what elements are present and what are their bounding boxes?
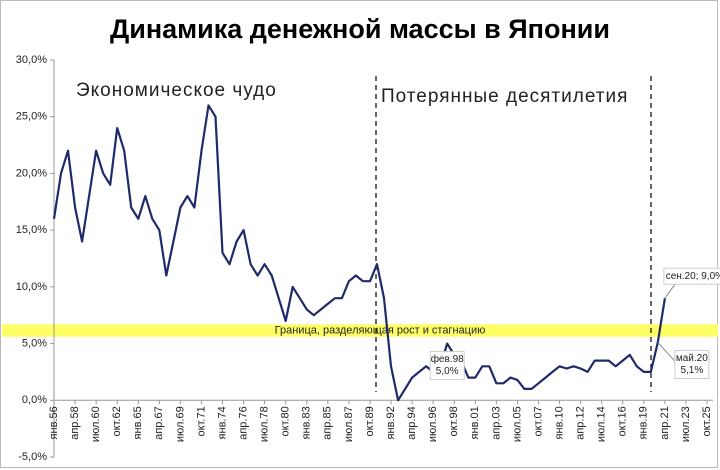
x-tick-label: янв.10 [553,406,565,439]
x-tick-label: окт.98 [448,406,460,436]
x-tick-label: окт.89 [364,406,376,436]
x-tick-label: июл.78 [259,406,271,442]
region-label: Экономическое чудо [76,80,277,101]
x-tick-label: апр.76 [237,406,249,439]
x-tick-label: окт.25 [701,406,713,436]
x-tick-label: апр.03 [490,406,502,439]
x-tick-label: июл.96 [427,406,439,442]
y-tick-label: 15,0% [16,224,47,236]
x-tick-label: июл.23 [680,406,692,442]
x-tick-label: окт.16 [617,406,629,436]
x-tick-label: янв.56 [48,406,60,439]
x-tick-label: июл.05 [511,406,523,442]
x-tick-label: янв.92 [385,406,397,439]
region-label: Потерянные десятилетия [381,86,628,107]
y-tick-label: 30,0% [16,54,47,66]
x-tick-label: янв.19 [638,406,650,439]
x-tick-label: июл.69 [174,406,186,442]
x-tick-label: июл.14 [596,406,608,442]
x-tick-label: янв.83 [301,406,313,439]
x-tick-label: апр.21 [659,406,671,439]
x-tick-label: янв.65 [132,406,144,439]
y-tick-label: -5,0% [18,451,47,463]
y-tick-label: 20,0% [16,167,47,179]
x-tick-label: окт.80 [280,406,292,436]
annotation-text: 5,1% [680,365,703,376]
annotation-box [429,351,465,381]
annotation-text: 5,0% [436,366,459,377]
annotation-text: сен.20; 9,0% [666,271,720,282]
x-tick-label: апр.67 [153,406,165,439]
y-tick-label: 10,0% [16,281,47,293]
y-tick-label: 5,0% [22,337,47,349]
annotation-text: фев.98 [431,353,464,365]
x-tick-label: апр.94 [406,406,418,439]
threshold-band [2,324,718,337]
x-tick-label: окт.07 [532,406,544,436]
x-tick-label: окт.71 [195,406,207,436]
x-tick-label: июл.87 [343,406,355,442]
chart-title: Динамика денежной массы в Японии [110,14,610,44]
band-label: Граница, разделяющая рост и стагнацию [275,324,486,336]
x-tick-label: окт.62 [111,406,123,436]
x-tick-label: июл.60 [90,406,102,442]
x-tick-label: янв.01 [469,406,481,439]
annotation-box [674,349,710,379]
x-tick-label: апр.12 [575,406,587,439]
y-tick-label: 0,0% [22,394,47,406]
x-tick-label: апр.58 [69,406,81,439]
x-tick-label: апр.85 [322,406,334,439]
annotation-text: май.20 [676,353,708,364]
annotation-box [663,267,720,285]
y-tick-label: 25,0% [16,111,47,123]
series-line [52,104,666,402]
x-tick-label: янв.74 [216,406,228,439]
